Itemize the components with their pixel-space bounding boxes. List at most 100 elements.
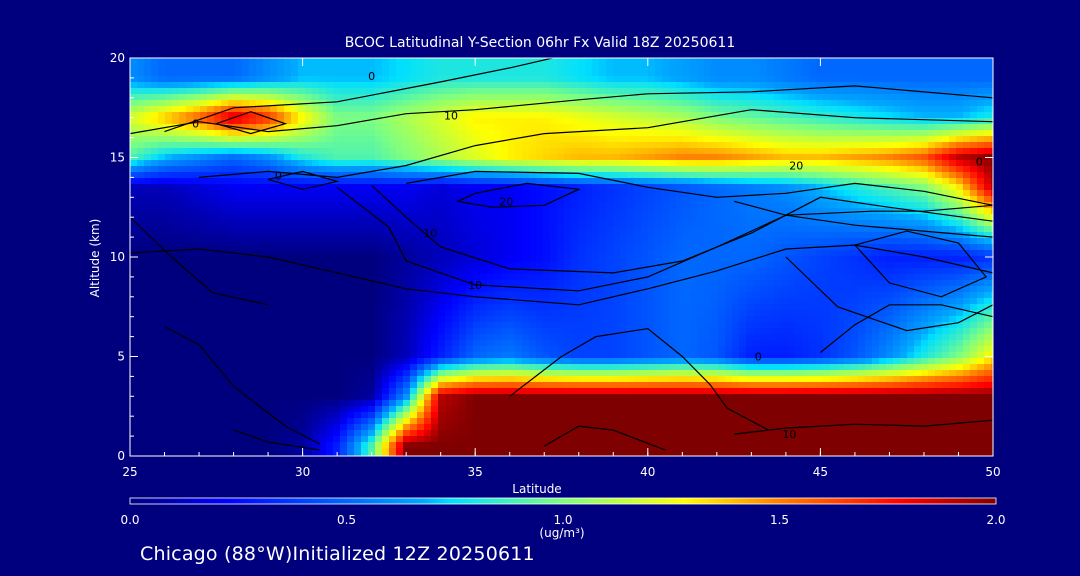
heatmap-cell [375, 82, 383, 89]
heatmap-cell [389, 166, 397, 173]
heatmap-cell [424, 436, 432, 443]
heatmap-cell [319, 196, 327, 203]
heatmap-cell [179, 298, 187, 305]
heatmap-cell [347, 268, 355, 275]
heatmap-cell [529, 208, 537, 215]
heatmap-cell [382, 160, 390, 167]
heatmap-cell [627, 412, 635, 419]
heatmap-cell [424, 448, 432, 455]
heatmap-cell [158, 286, 166, 293]
heatmap-cell [242, 94, 250, 101]
heatmap-cell [242, 124, 250, 131]
heatmap-cell [291, 382, 299, 389]
heatmap-cell [228, 142, 236, 149]
heatmap-cell [137, 190, 145, 197]
heatmap-cell [382, 208, 390, 215]
heatmap-cell [242, 358, 250, 365]
heatmap-cell [200, 118, 208, 125]
heatmap-cell [592, 184, 600, 191]
heatmap-cell [354, 136, 362, 143]
heatmap-cell [263, 238, 271, 245]
heatmap-cell [249, 220, 257, 227]
heatmap-cell [326, 106, 334, 113]
heatmap-cell [347, 310, 355, 317]
heatmap-cell [382, 94, 390, 101]
heatmap-cell [403, 148, 411, 155]
heatmap-cell [480, 370, 488, 377]
heatmap-cell [515, 124, 523, 131]
heatmap-cell [305, 382, 313, 389]
heatmap-cell [312, 160, 320, 167]
heatmap-cell [599, 412, 607, 419]
heatmap-cell [494, 322, 502, 329]
heatmap-cell [382, 172, 390, 179]
heatmap-cell [193, 448, 201, 455]
heatmap-cell [592, 220, 600, 227]
heatmap-cell [354, 376, 362, 383]
heatmap-cell [389, 142, 397, 149]
heatmap-cell [326, 58, 334, 65]
heatmap-cell [186, 154, 194, 161]
heatmap-cell [263, 226, 271, 233]
heatmap-cell [172, 400, 180, 407]
heatmap-cell [543, 244, 551, 251]
heatmap-cell [235, 406, 243, 413]
heatmap-cell [599, 154, 607, 161]
heatmap-cell [158, 262, 166, 269]
heatmap-cell [235, 136, 243, 143]
heatmap-cell [179, 412, 187, 419]
heatmap-cell [305, 424, 313, 431]
heatmap-cell [305, 142, 313, 149]
heatmap-cell [431, 172, 439, 179]
heatmap-cell [606, 280, 614, 287]
heatmap-cell [361, 334, 369, 341]
heatmap-cell [235, 448, 243, 455]
heatmap-cell [501, 190, 509, 197]
heatmap-cell [256, 448, 264, 455]
heatmap-cell [333, 94, 341, 101]
heatmap-cell [165, 358, 173, 365]
heatmap-cell [263, 232, 271, 239]
heatmap-cell [263, 286, 271, 293]
heatmap-cell [410, 292, 418, 299]
heatmap-cell [480, 118, 488, 125]
heatmap-cell [445, 88, 453, 95]
heatmap-cell [200, 316, 208, 323]
heatmap-cell [459, 382, 467, 389]
heatmap-cell [501, 340, 509, 347]
heatmap-cell [284, 286, 292, 293]
heatmap-cell [382, 250, 390, 257]
heatmap-cell [298, 160, 306, 167]
heatmap-cell [319, 172, 327, 179]
heatmap-cell [529, 166, 537, 173]
heatmap-cell [354, 424, 362, 431]
heatmap-cell [585, 430, 593, 437]
heatmap-cell [221, 58, 229, 65]
heatmap-cell [158, 322, 166, 329]
heatmap-cell [326, 382, 334, 389]
heatmap-cell [438, 220, 446, 227]
heatmap-cell [137, 298, 145, 305]
heatmap-cell [298, 442, 306, 449]
heatmap-cell [529, 406, 537, 413]
heatmap-cell [382, 148, 390, 155]
heatmap-cell [256, 298, 264, 305]
heatmap-cell [613, 310, 621, 317]
heatmap-cell [396, 136, 404, 143]
heatmap-cell [585, 352, 593, 359]
heatmap-cell [557, 418, 565, 425]
heatmap-cell [627, 430, 635, 437]
heatmap-cell [263, 340, 271, 347]
heatmap-cell [410, 76, 418, 83]
heatmap-cell [501, 100, 509, 107]
heatmap-cell [557, 232, 565, 239]
heatmap-cell [599, 454, 607, 456]
heatmap-cell [151, 274, 159, 281]
heatmap-cell [473, 160, 481, 167]
heatmap-cell [403, 262, 411, 269]
heatmap-cell [438, 334, 446, 341]
heatmap-cell [319, 148, 327, 155]
heatmap-cell [249, 64, 257, 71]
heatmap-cell [571, 196, 579, 203]
heatmap-cell [501, 454, 509, 456]
